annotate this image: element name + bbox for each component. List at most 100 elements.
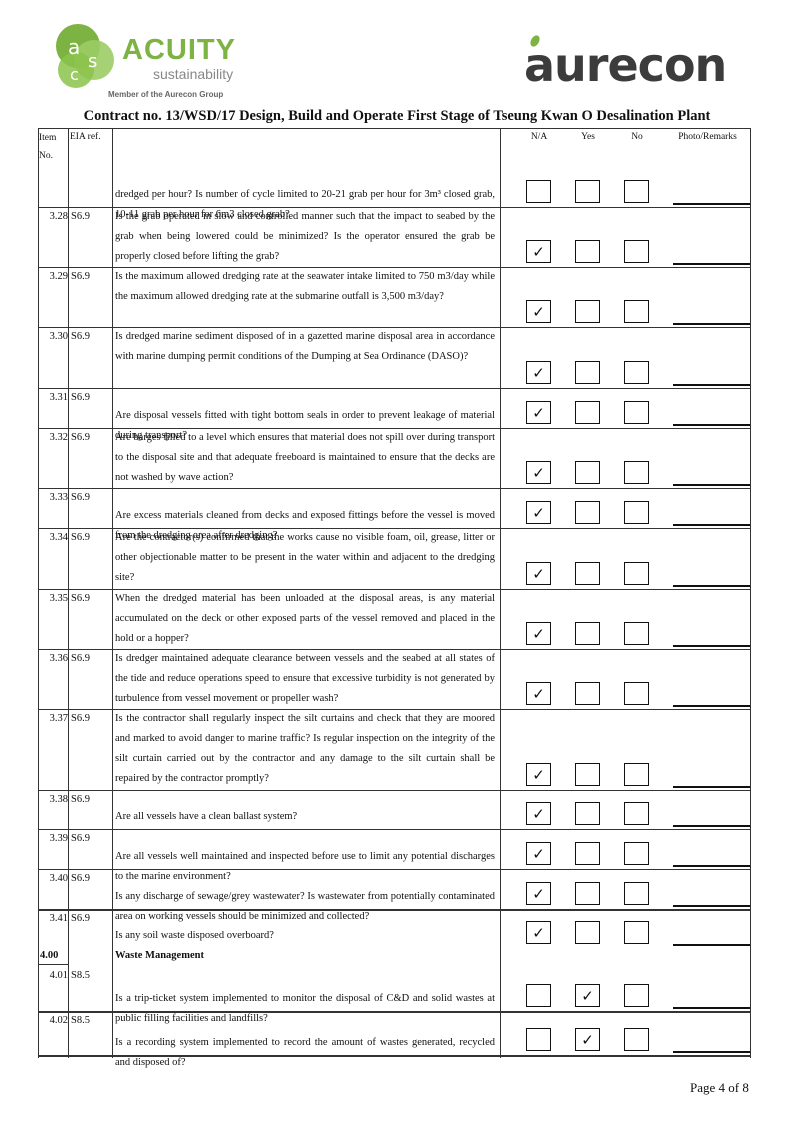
aurecon-name: aurecon [524, 38, 727, 92]
checkbox: ✓ [526, 802, 551, 825]
question: Are all vessels well maintained and insp… [115, 851, 495, 882]
question: Are all vessels have a clean ballast sys… [115, 811, 298, 822]
checkbox [575, 921, 600, 944]
header-cell: EIA ref. [70, 132, 101, 142]
question: Is a trip-ticket system implemented to m… [115, 993, 495, 1024]
checkbox [624, 842, 649, 865]
header-cell: Photo/Remarks [678, 132, 737, 142]
question: Is the contractor shall regularly inspec… [115, 713, 495, 784]
row-border [38, 528, 750, 529]
svg-text:s: s [88, 51, 97, 72]
table-border [38, 128, 750, 129]
checkbox [575, 461, 600, 484]
row-border [38, 1055, 750, 1057]
checkbox [624, 802, 649, 825]
checkbox [624, 180, 649, 203]
question: Is any soil waste disposed overboard? [115, 930, 274, 941]
item-no: 4.01 [49, 970, 68, 981]
checkbox [575, 361, 600, 384]
remarks-line [673, 645, 750, 647]
question: Is a recording system implemented to rec… [115, 1037, 495, 1068]
item-no: 3.39 [49, 833, 68, 844]
checkbox: ✓ [526, 622, 551, 645]
remarks-line [673, 424, 750, 426]
remarks-line [673, 524, 750, 526]
eia-ref: S6.9 [71, 913, 90, 924]
row-border [38, 207, 750, 208]
acuity-name: ACUITY [122, 34, 236, 66]
acuity-member: Member of the Aurecon Group [108, 90, 224, 99]
row-border [38, 829, 750, 830]
row-border [38, 327, 750, 328]
eia-ref: S6.9 [71, 432, 90, 443]
row-border [38, 388, 750, 389]
row-border [38, 869, 750, 870]
checkbox [624, 361, 649, 384]
eia-ref: S6.9 [71, 593, 90, 604]
checkbox [526, 984, 551, 1007]
row-border [38, 488, 750, 489]
item-no: 3.32 [49, 432, 68, 443]
remarks-line [673, 585, 750, 587]
checkbox [575, 842, 600, 865]
eia-ref: S6.9 [71, 713, 90, 724]
question: Is the grab operated in slow and control… [115, 211, 495, 262]
header-cell: N/A [530, 132, 548, 142]
checkbox [575, 300, 600, 323]
eia-ref: S6.9 [71, 392, 90, 403]
header-cell: No [631, 132, 643, 142]
remarks-line [673, 484, 750, 486]
svg-text:c: c [70, 65, 79, 84]
checkbox [575, 240, 600, 263]
checkbox: ✓ [526, 882, 551, 905]
checkbox: ✓ [526, 300, 551, 323]
item-no: 3.37 [49, 713, 68, 724]
checkbox [624, 300, 649, 323]
item-no: 3.34 [49, 532, 68, 543]
checkbox: ✓ [526, 361, 551, 384]
question: Is dredged marine sediment disposed of i… [115, 331, 495, 362]
checkbox: ✓ [575, 1028, 600, 1051]
question: Are disposal vessels fitted with tight b… [115, 410, 495, 441]
checkbox [624, 921, 649, 944]
remarks-line [673, 944, 750, 946]
eia-ref: S8.5 [71, 1015, 90, 1026]
eia-ref: S6.9 [71, 532, 90, 543]
checkbox [575, 882, 600, 905]
item-no: 3.40 [49, 873, 68, 884]
remarks-line [673, 323, 750, 325]
item-no: 4.02 [49, 1015, 68, 1026]
row-border [38, 428, 750, 429]
checkbox [624, 984, 649, 1007]
question: Are barges filled to a level which ensur… [115, 432, 495, 483]
header-cell: Item No. [39, 133, 57, 161]
checkbox [624, 461, 649, 484]
table-border [750, 128, 751, 1058]
checkbox [575, 682, 600, 705]
remarks-line [673, 786, 750, 788]
checkbox [575, 763, 600, 786]
table-border [68, 128, 69, 1058]
remarks-line [673, 203, 750, 205]
item-no: 3.36 [49, 653, 68, 664]
row-border [38, 589, 750, 590]
eia-ref: S6.9 [71, 331, 90, 342]
table-border [38, 128, 39, 1058]
checkbox: ✓ [526, 562, 551, 585]
acuity-tagline: sustainability [153, 66, 234, 82]
checkbox [624, 501, 649, 524]
checkbox [624, 1028, 649, 1051]
checkbox: ✓ [575, 984, 600, 1007]
eia-ref: S6.9 [71, 271, 90, 282]
checkbox [575, 401, 600, 424]
eia-ref: S6.9 [71, 492, 90, 503]
item-no: 3.29 [49, 271, 68, 282]
checkbox: ✓ [526, 842, 551, 865]
row-border [38, 964, 68, 965]
checkbox: ✓ [526, 763, 551, 786]
question: Is the maximum allowed dredging rate at … [115, 271, 495, 302]
item-no: 3.33 [49, 492, 68, 503]
question: Is any discharge of sewage/grey wastewat… [115, 891, 495, 922]
checkbox [624, 763, 649, 786]
